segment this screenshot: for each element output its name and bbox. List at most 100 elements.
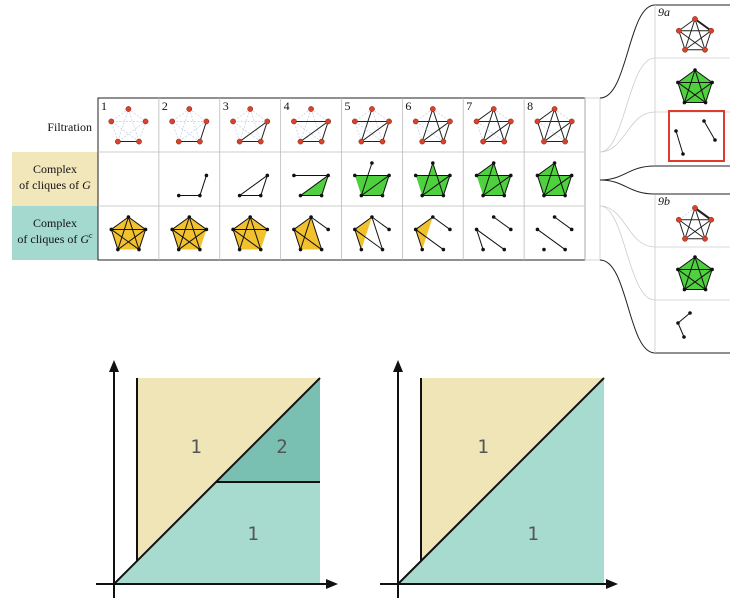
complex-edge <box>415 216 434 230</box>
graph-vertex <box>692 205 698 211</box>
complex-vertex <box>319 193 324 198</box>
complex-edge <box>482 162 495 196</box>
complex-vertex <box>441 193 446 198</box>
complex-edge <box>293 229 322 250</box>
complex-edge <box>371 216 390 230</box>
graph-edge <box>321 121 329 142</box>
complex-edge <box>239 175 268 196</box>
graph-vertex <box>708 216 715 223</box>
graph-edge <box>293 108 312 122</box>
graph-edge <box>678 30 686 50</box>
complex-vertex <box>502 247 507 252</box>
yellow-face <box>293 217 322 250</box>
complex-vertex <box>676 80 680 85</box>
filtration-cell-2 <box>169 106 210 145</box>
column-number-4: 4 <box>284 99 290 113</box>
complex-edge <box>677 312 691 338</box>
graph-edge <box>300 121 329 142</box>
graph-vertex <box>447 118 453 125</box>
graph-edge <box>543 108 556 142</box>
graph-vertex <box>480 138 486 145</box>
graph-edge <box>476 121 484 142</box>
complex-vertex <box>509 227 513 232</box>
complex-edge <box>554 216 572 230</box>
branch-b-faint-1 <box>599 205 730 248</box>
graph-edge <box>421 108 434 142</box>
graph-edge <box>239 108 251 142</box>
complex-vertex <box>413 227 418 232</box>
complex-edge <box>432 162 444 196</box>
complex-vertex <box>387 227 391 232</box>
graph-edge <box>694 207 706 239</box>
complex-vertex <box>265 227 270 232</box>
graph-edge <box>178 121 207 142</box>
complex-g-label-line1: Complex <box>33 162 77 176</box>
graph-vertex <box>490 106 497 112</box>
complex-edge <box>703 120 716 141</box>
complex-edge <box>677 82 706 103</box>
complex-vertex <box>674 129 678 133</box>
graph-edge <box>111 121 140 142</box>
graph-edge <box>482 108 495 142</box>
graph-edge <box>171 121 180 142</box>
complex-vertex <box>170 227 174 232</box>
complex-gc-cell-8 <box>535 215 574 252</box>
branch-b-label: 9b <box>658 194 670 208</box>
graph-edge <box>117 121 146 142</box>
green-face <box>422 163 444 196</box>
filtration-cell-8 <box>534 106 575 145</box>
graph-edge <box>171 108 190 122</box>
complex-vertex <box>370 215 374 219</box>
complex-edge <box>677 269 706 290</box>
complex-edge <box>360 162 373 196</box>
complex-vertex <box>387 173 391 178</box>
graph-vertex <box>136 138 142 145</box>
graph-vertex <box>682 235 688 242</box>
complex-edge <box>371 216 383 250</box>
complex-g-cell-4 <box>292 173 330 198</box>
graph-edge <box>232 108 251 122</box>
complex-edge <box>239 216 251 250</box>
persistence-diagram-left: 1 2 1 <box>96 360 338 598</box>
complex-vertex <box>676 267 680 272</box>
complex-vertex <box>535 227 540 232</box>
graph-vertex <box>379 138 386 145</box>
graph-edge <box>111 108 129 122</box>
complex-edge <box>128 216 146 230</box>
graph-vertex <box>440 138 447 145</box>
graph-edge <box>371 108 383 142</box>
complex-vertex <box>380 247 385 252</box>
complex-edge <box>493 162 505 196</box>
complex-g-label-line2: of cliques of G <box>19 178 91 192</box>
complex-vertex <box>676 321 680 325</box>
complex-vertex <box>448 173 452 178</box>
graph-vertex <box>175 138 182 145</box>
complex-edge <box>171 216 190 230</box>
graph-edge <box>371 108 390 122</box>
branch-b-filtration <box>675 205 715 242</box>
graph-vertex <box>203 118 210 125</box>
yellow-face <box>111 217 146 250</box>
graph-edge <box>293 121 322 142</box>
green-face <box>476 163 505 196</box>
complex-edge <box>171 229 201 250</box>
graph-edge <box>354 121 383 142</box>
graph-edge <box>260 121 268 142</box>
complex-edge <box>476 229 484 250</box>
complex-vertex <box>431 161 435 165</box>
graph-vertex <box>297 138 304 145</box>
graph-edge <box>415 121 423 142</box>
left-upper-count: 1 <box>190 436 201 458</box>
graph-edge <box>239 121 268 142</box>
complex-edge <box>705 82 713 103</box>
graph-edge <box>493 108 505 142</box>
complex-edge <box>361 175 390 196</box>
complex-gc-cell-4 <box>292 215 330 252</box>
left-diagonal <box>113 377 321 585</box>
graph-vertex <box>308 106 314 112</box>
complex-vertex <box>542 247 546 252</box>
left-right-count: 2 <box>276 436 287 458</box>
graph-edge <box>554 108 566 142</box>
branch-a-bottom-curve <box>599 165 656 181</box>
